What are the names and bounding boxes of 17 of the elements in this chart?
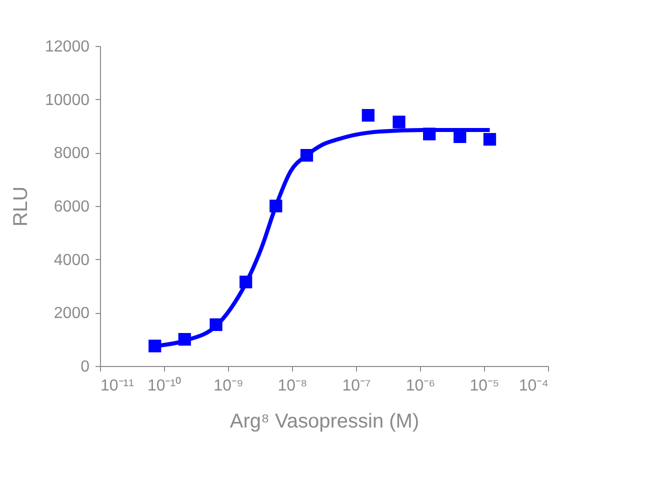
x-tick-label: 10⁻¹⁰ <box>147 376 182 394</box>
y-axis-title: RLU <box>10 186 32 227</box>
y-tick-label: 4000 <box>54 252 90 269</box>
x-tick-label: 10⁻⁸ <box>278 378 308 394</box>
y-tick-label: 12000 <box>45 38 90 56</box>
y-tick-label: 10000 <box>45 92 90 109</box>
y-tick-label: 2000 <box>54 305 90 322</box>
x-tick-label: 10⁻⁵ <box>470 378 500 394</box>
x-tick-label: 10⁻⁶ <box>406 378 436 394</box>
y-tick-label: 8000 <box>54 145 90 162</box>
x-tick-label: 10⁻⁷ <box>342 378 371 394</box>
x-tick-label: 10⁻¹¹ <box>100 378 134 394</box>
x-axis-title: Arg⁸ Vasopressin (M) <box>230 410 420 432</box>
x-tick-label: 10⁻⁴ <box>518 378 549 394</box>
y-tick-label: 0 <box>80 358 90 376</box>
x-tick-label: 10⁻⁹ <box>214 378 244 394</box>
y-tick-label: 6000 <box>54 198 90 216</box>
